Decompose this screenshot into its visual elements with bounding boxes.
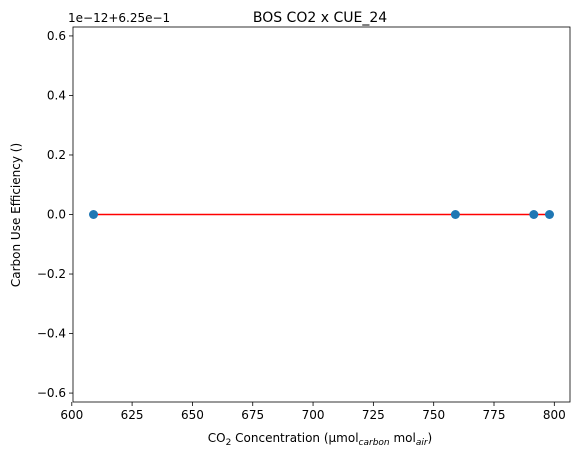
y-tick-label: 0.6: [47, 29, 66, 43]
x-axis-label: CO2 Concentration (µmolcarbon molair): [208, 431, 432, 448]
x-tick-label: 775: [483, 408, 506, 422]
x-tick-label: 800: [543, 408, 566, 422]
x-tick-label: 675: [241, 408, 264, 422]
data-point: [450, 210, 460, 219]
y-tick-label: −0.2: [37, 267, 66, 281]
x-tick-label: 600: [60, 408, 83, 422]
chart-title: BOS CO2 x CUE_24: [253, 10, 387, 26]
y-tick-label: −0.6: [37, 386, 66, 400]
y-tick-label: 0.0: [47, 208, 66, 222]
x-tick-label: 700: [302, 408, 325, 422]
y-offset-label: 1e−12+6.25e−1: [68, 11, 170, 25]
x-tick-label: 650: [181, 408, 204, 422]
plot-area: 600 625 650 675 700 725 750 775 800 −0.6 −0.4 −0.2 0…: [37, 26, 571, 422]
x-tick-label: 750: [422, 408, 445, 422]
x-tick-label: 725: [362, 408, 385, 422]
data-point: [544, 210, 554, 219]
y-tick-label: 0.2: [47, 148, 66, 162]
y-tick-label: 0.4: [47, 88, 66, 102]
data-point: [529, 210, 539, 219]
data-point: [89, 210, 99, 219]
y-tick-label: −0.4: [37, 327, 66, 341]
x-tick-label: 625: [121, 408, 144, 422]
y-axis-label: Carbon Use Efficiency (): [9, 143, 23, 287]
